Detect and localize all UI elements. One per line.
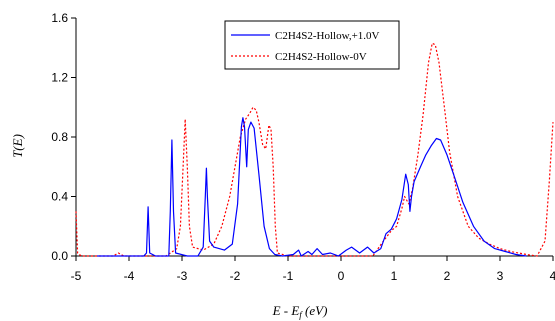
series-layer bbox=[75, 42, 554, 257]
x-tick-label: 3 bbox=[497, 269, 504, 283]
x-axis-label: E - Ef (eV) bbox=[272, 303, 328, 320]
y-tick-label: 0.4 bbox=[51, 190, 68, 204]
y-tick-label: 0.8 bbox=[51, 130, 68, 144]
x-tick-label: 0 bbox=[338, 269, 345, 283]
legend: C2H4S2-Hollow,+1.0V C2H4S2-Hollow-0V bbox=[224, 20, 400, 70]
x-tick-label: 4 bbox=[550, 269, 555, 283]
x-axis-label-subscript: f bbox=[299, 310, 303, 320]
x-tick-label: -2 bbox=[230, 269, 241, 283]
x-tick-label: 1 bbox=[391, 269, 398, 283]
x-tick-label: -5 bbox=[71, 269, 82, 283]
x-tick-label: -1 bbox=[283, 269, 294, 283]
x-axis-label-unit: (eV) bbox=[302, 303, 328, 318]
legend-label-1: C2H4S2-Hollow-0V bbox=[275, 51, 367, 63]
x-tick-label: -3 bbox=[177, 269, 188, 283]
y-tick-label: 1.2 bbox=[51, 71, 68, 85]
y-tick-label: 1.6 bbox=[51, 11, 68, 25]
y-axis-label: T(E) bbox=[10, 134, 25, 158]
legend-label-0: C2H4S2-Hollow,+1.0V bbox=[275, 30, 380, 42]
x-tick-label: -4 bbox=[124, 269, 135, 283]
x-ticks: -5 -4 -3 -2 -1 0 1 2 3 4 bbox=[71, 256, 555, 283]
x-tick-label: 2 bbox=[444, 269, 451, 283]
y-ticks: 0.0 0.4 0.8 1.2 1.6 bbox=[51, 11, 76, 263]
series-line-0v bbox=[75, 42, 554, 257]
legend-box bbox=[224, 20, 400, 70]
y-tick-label: 0.0 bbox=[51, 249, 68, 263]
x-axis-label-main: E - E bbox=[272, 303, 300, 318]
series-line-plus-1v bbox=[97, 117, 527, 257]
